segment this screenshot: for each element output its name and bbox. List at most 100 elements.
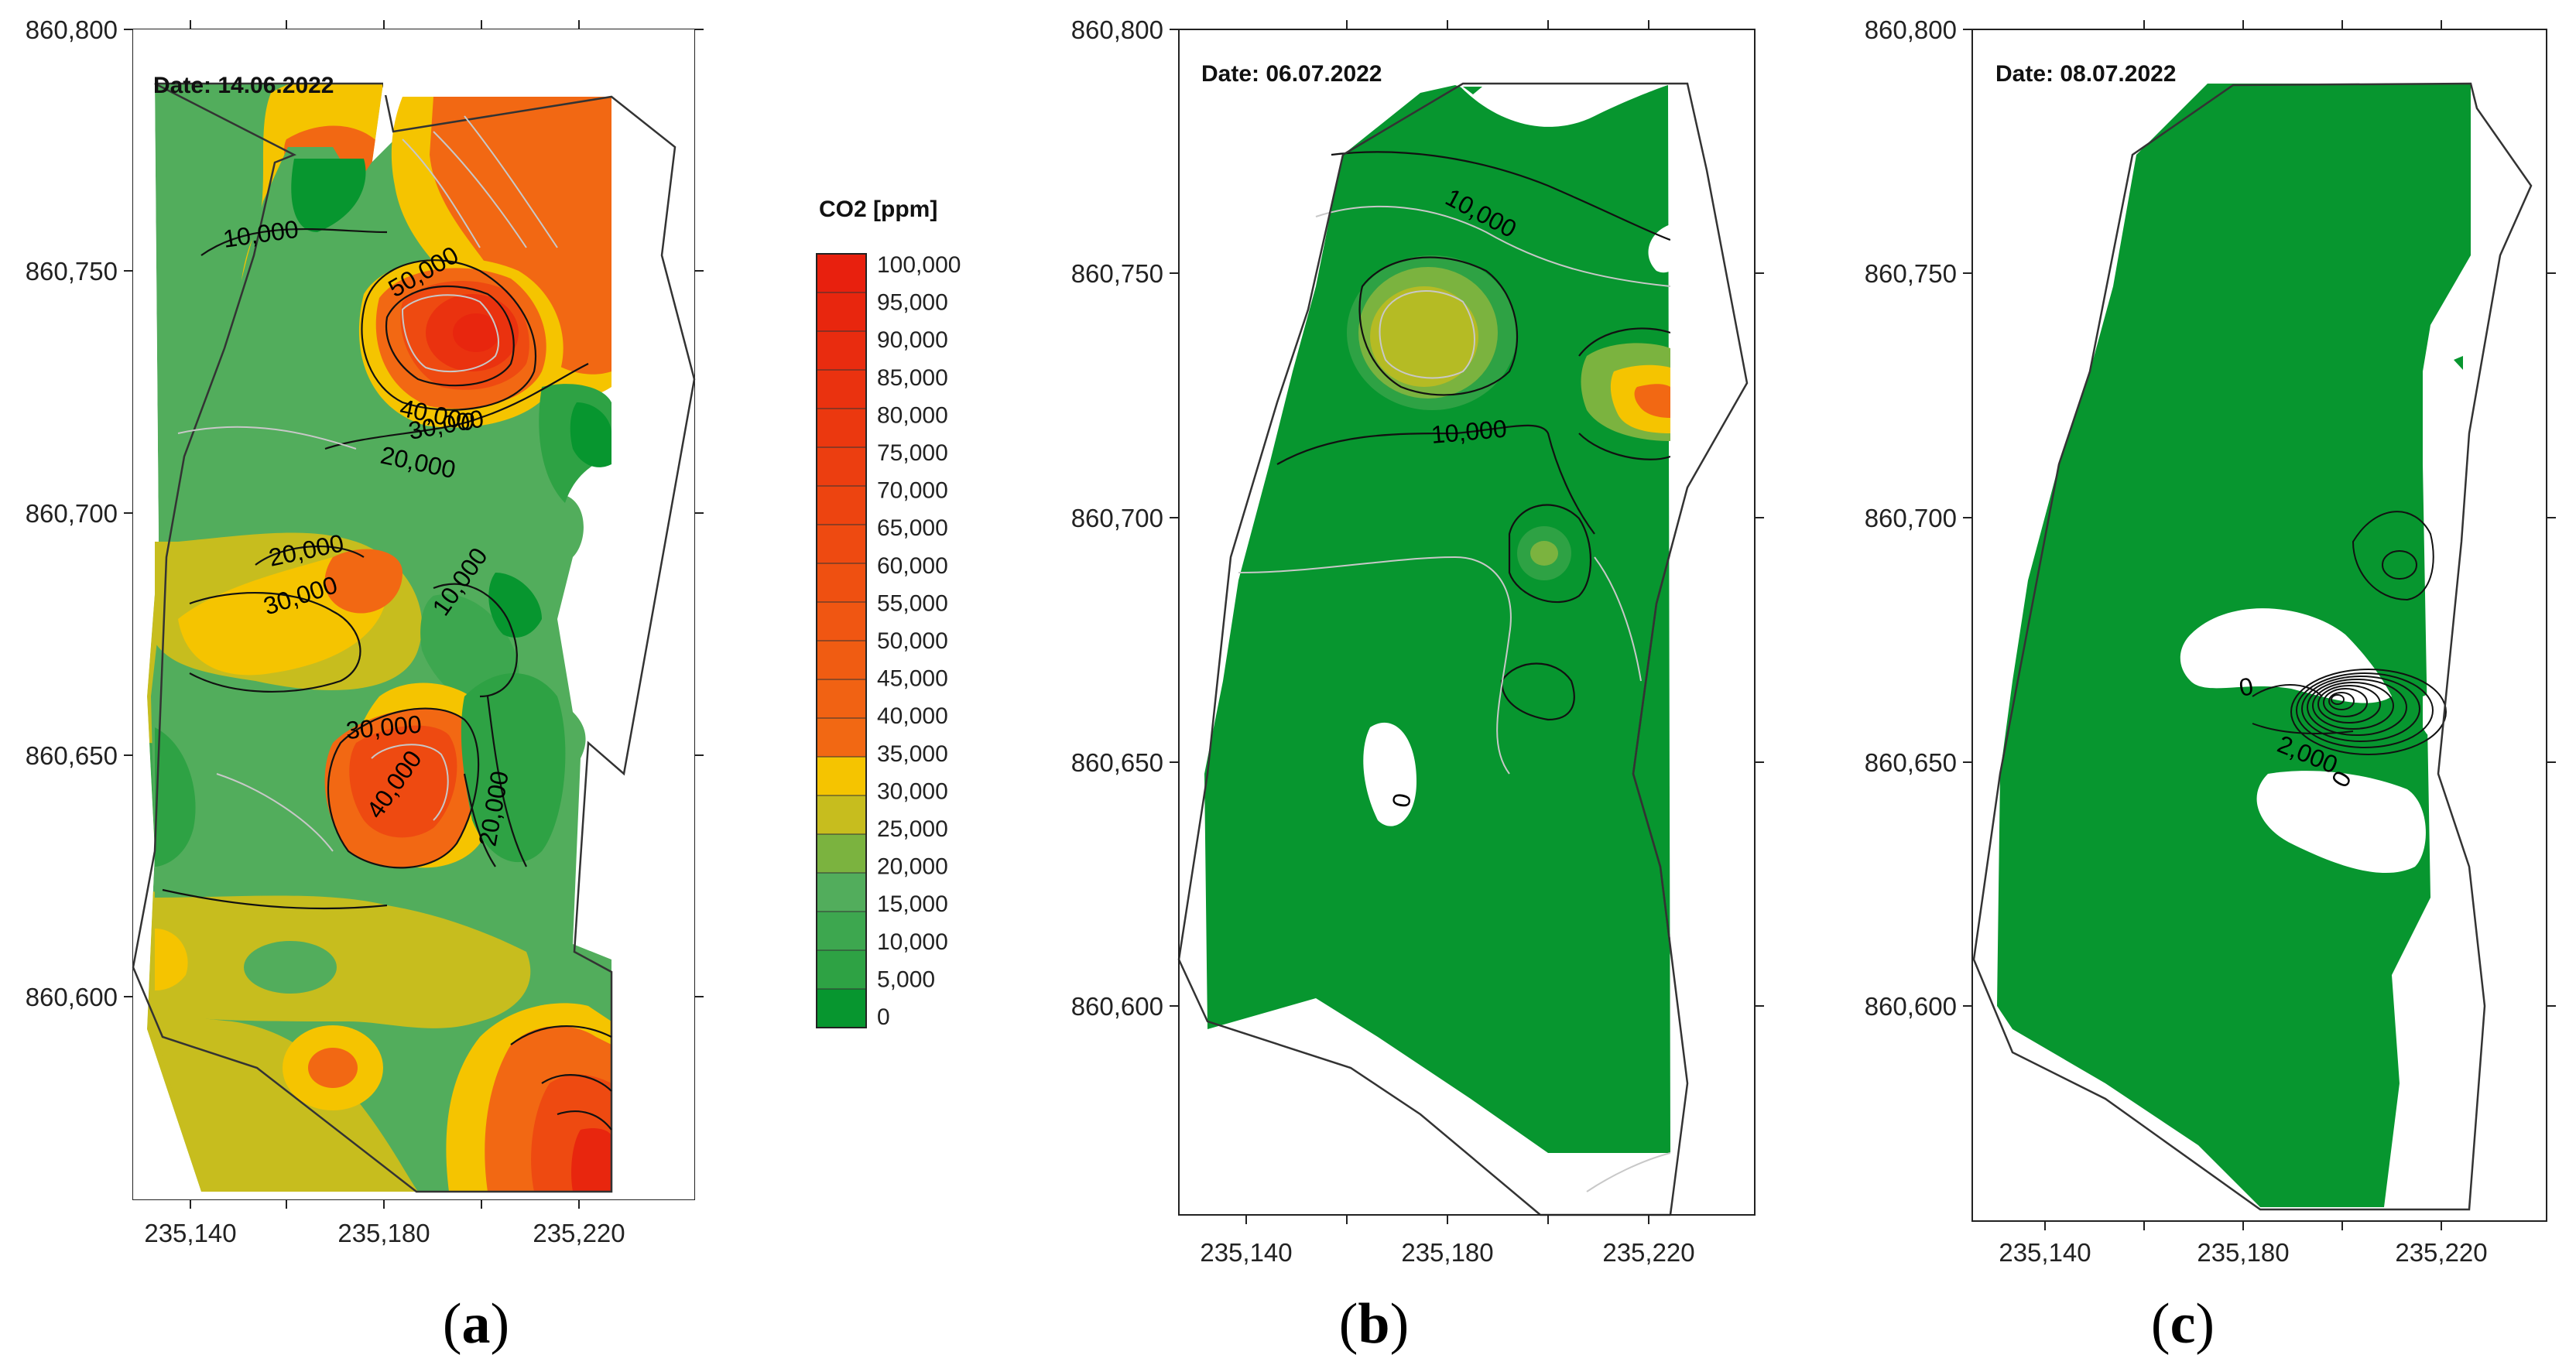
- panel-c-small-marker: [2454, 356, 2463, 370]
- panel-b-axes: [1170, 20, 1764, 1224]
- legend-label-55000: 55,000: [877, 590, 948, 616]
- legend-band-12: [817, 718, 866, 758]
- legend-band-10: [817, 641, 866, 680]
- co2-legend: CO2 [ppm] 100,000 95,000 90,000 85,000 80,00…: [816, 197, 961, 1030]
- panel-b-high-zone-right-orange: [1634, 384, 1670, 418]
- legend-title: CO2 [ppm]: [819, 197, 937, 222]
- legend-band-19: [817, 989, 866, 1028]
- legend-label-95000: 95,000: [877, 290, 948, 316]
- panel-b-plot-frame-overlay: [1178, 29, 1756, 1216]
- panel-b-small-marker: [1463, 87, 1482, 94]
- panel-b-x-tick-235220: 235,220: [1602, 1238, 1694, 1267]
- legend-band-5: [817, 447, 866, 487]
- panel-a-y-tick-labels: 860,800 860,750 860,700 860,650 860,600: [26, 15, 118, 1011]
- legend-band-15: [817, 834, 866, 874]
- legend-label-70000: 70,000: [877, 478, 948, 504]
- panel-b-site-boundary-right: [1632, 82, 1749, 1216]
- legend-band-18: [817, 950, 866, 990]
- panel-c-y-tick-860700: 860,700: [1865, 504, 1957, 532]
- legend-label-25000: 25,000: [877, 816, 948, 842]
- legend-label-80000: 80,000: [877, 402, 948, 428]
- panel-a-y-tick-860600: 860,600: [26, 983, 118, 1011]
- panel-a: 10,000 50,000 40,000 30,000 20,000 20,00…: [26, 15, 704, 1356]
- panel-a-y-tick-860800: 860,800: [26, 15, 118, 44]
- panel-a-y-tick-860650: 860,650: [26, 741, 118, 770]
- legend-band-16: [817, 873, 866, 912]
- panel-b-caption: (b): [1339, 1292, 1409, 1356]
- panel-b-date-label: Date: 06.07.2022: [1201, 61, 1382, 87]
- legend-label-35000: 35,000: [877, 741, 948, 767]
- panel-c-y-tick-860750: 860,750: [1865, 259, 1957, 288]
- panel-c-x-tick-labels: 235,140 235,180 235,220: [1999, 1238, 2487, 1267]
- panel-c-y-tick-860600: 860,600: [1865, 992, 1957, 1021]
- panel-c-site-boundary: [1972, 82, 2533, 1211]
- panel-c-caption: (c): [2151, 1292, 2215, 1356]
- panel-b-y-tick-860650: 860,650: [1071, 748, 1163, 777]
- panel-b-no-data-notch-top: [1455, 81, 1672, 127]
- legend-label-0: 0: [877, 1004, 890, 1030]
- legend-label-75000: 75,000: [877, 440, 948, 466]
- legend-label-85000: 85,000: [877, 365, 948, 391]
- panel-b-y-tick-860700: 860,700: [1071, 504, 1163, 532]
- panel-b-y-tick-860600: 860,600: [1071, 992, 1163, 1021]
- legend-band-1: [817, 292, 866, 332]
- legend-frame: [816, 253, 867, 1028]
- legend-label-5000: 5,000: [877, 966, 935, 992]
- panel-b-contour-lines-grey: [1238, 205, 1671, 1192]
- legend-label-40000: 40,000: [877, 703, 948, 729]
- panel-b-y-tick-labels: 860,800 860,750 860,700 860,650 860,600: [1071, 15, 1163, 1021]
- legend-label-60000: 60,000: [877, 553, 948, 579]
- panel-b-contour-label-10000-mid: 10,000: [1430, 415, 1508, 449]
- panel-c-plot-frame: [1971, 29, 2547, 1222]
- panel-a-contour-lines: [162, 228, 612, 1131]
- legend-band-3: [817, 370, 866, 409]
- panel-b-no-data-hole: [1363, 722, 1416, 826]
- panel-b-x-tick-235140: 235,140: [1200, 1238, 1292, 1267]
- panel-b-no-data-notch-right: [1648, 224, 1670, 273]
- panel-c-y-tick-860650: 860,650: [1865, 748, 1957, 777]
- panel-a-x-tick-235140: 235,140: [144, 1219, 236, 1247]
- panel-b-x-tick-235180: 235,180: [1401, 1238, 1493, 1267]
- legend-band-7: [817, 525, 866, 564]
- legend-label-100000: 100,000: [877, 252, 961, 278]
- legend-band-14: [817, 795, 866, 835]
- panel-c-axes: [1963, 20, 2556, 1230]
- panel-b-right-blank: [1670, 77, 1756, 1223]
- legend-band-4: [817, 409, 866, 448]
- panel-b-high-zone-core: [1370, 286, 1478, 387]
- panel-a-y-tick-860700: 860,700: [26, 499, 118, 528]
- panel-c: 0 2,000 0 Date: 08.07.2022 860,800 860,7…: [1865, 15, 2556, 1356]
- panel-a-contour-lines-grey: [177, 115, 558, 852]
- legend-label-50000: 50,000: [877, 628, 948, 654]
- panel-b-contour-lines: [1276, 151, 1671, 721]
- panel-c-date-label: Date: 08.07.2022: [1995, 61, 2177, 87]
- panel-a-date-label: Date: 14.06.2022: [153, 73, 334, 98]
- panel-c-y-tick-labels: 860,800 860,750 860,700 860,650 860,600: [1865, 15, 1957, 1021]
- panel-a-x-tick-235180: 235,180: [337, 1219, 430, 1247]
- panel-a-contour-label-30000-low: 30,000: [344, 710, 423, 744]
- legend-label-90000: 90,000: [877, 327, 948, 353]
- panel-c-contour-label-0-left: 0: [2237, 672, 2256, 702]
- panel-c-no-data-hole-lower: [2256, 771, 2426, 874]
- legend-label-10000: 10,000: [877, 929, 948, 955]
- panel-a-top-gap: [383, 81, 615, 95]
- panel-c-y-tick-860800: 860,800: [1865, 15, 1957, 44]
- panel-b: 10,000 10,000 0 Date: 06.07.2022 860,800…: [1071, 15, 1764, 1356]
- legend-color-bands: [817, 254, 866, 1028]
- panel-c-x-tick-235180: 235,180: [2197, 1238, 2289, 1267]
- panel-b-mid-zone-core: [1530, 541, 1558, 566]
- panel-a-axes: [124, 20, 704, 1209]
- panel-c-contour-lines: [2252, 511, 2447, 755]
- legend-band-2: [817, 331, 866, 371]
- legend-label-20000: 20,000: [877, 854, 948, 880]
- legend-band-11: [817, 679, 866, 719]
- panel-a-caption: (a): [443, 1292, 509, 1356]
- panel-b-contour-label-0: 0: [1386, 791, 1416, 809]
- panel-b-y-tick-860800: 860,800: [1071, 15, 1163, 44]
- panel-a-x-tick-235220: 235,220: [533, 1219, 625, 1247]
- legend-band-8: [817, 563, 866, 603]
- legend-label-45000: 45,000: [877, 666, 948, 692]
- panel-b-x-tick-labels: 235,140 235,180 235,220: [1200, 1238, 1694, 1267]
- legend-label-30000: 30,000: [877, 778, 948, 804]
